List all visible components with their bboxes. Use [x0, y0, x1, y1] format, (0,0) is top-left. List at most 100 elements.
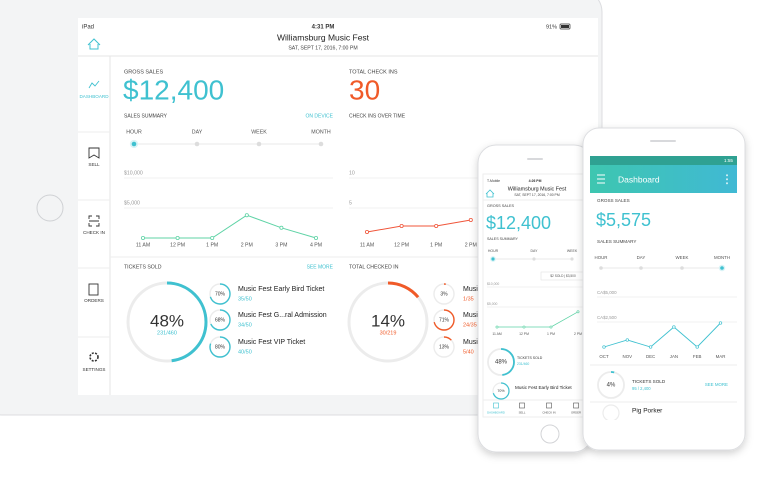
item-name: Music	[463, 339, 482, 346]
status-time: 4:31 PM	[312, 25, 335, 31]
speaker	[650, 140, 676, 142]
settings-icon	[89, 352, 99, 362]
header-title: Williamsburg Music Fest	[508, 186, 567, 192]
status-time: 4:26 PM	[529, 179, 542, 183]
item-count: 40/50	[238, 349, 252, 355]
slider-dot	[532, 257, 536, 261]
item-name: Music	[463, 286, 482, 293]
donut-arc	[487, 348, 515, 376]
point	[279, 225, 284, 230]
section-action: SEE MORE	[705, 382, 728, 387]
donut-arc	[433, 309, 455, 331]
kpi-value: 30	[349, 74, 380, 105]
donut-arc	[597, 371, 625, 399]
point	[576, 310, 580, 314]
android-screen	[590, 156, 737, 420]
donut-arc	[433, 283, 455, 305]
tab-icon	[519, 402, 525, 409]
home-button	[36, 194, 64, 222]
point	[364, 229, 369, 234]
nav-item: DASHBOARD	[79, 94, 109, 99]
status-carrier: iPad	[82, 25, 94, 31]
point	[495, 325, 499, 329]
x-tick-label: JAN	[670, 354, 678, 359]
donut-count: 95 / 2,400	[632, 386, 651, 391]
item-count: 24/35	[463, 322, 477, 328]
point	[244, 213, 249, 218]
period-tab: DAY	[637, 255, 646, 260]
x-tick-label: FEB	[693, 354, 702, 359]
nav-item: ORDERS	[84, 298, 104, 303]
donut-arc	[209, 336, 231, 358]
slider-dot	[131, 141, 137, 147]
period-tab: HOUR	[595, 255, 608, 260]
point	[468, 217, 473, 222]
home-icon	[87, 38, 101, 50]
section-title: SALES SUMMARY	[487, 237, 518, 241]
x-tick-label: 12 PM	[519, 332, 529, 336]
period-tab: HOUR	[126, 129, 142, 135]
x-tick-label: DEC	[646, 354, 655, 359]
item-name: Pig Porker	[632, 408, 663, 415]
point	[522, 325, 526, 329]
item-count: 35/50	[238, 296, 252, 302]
tablet: iPad 4:31 PM 91%Williamsburg Music FestSAT…	[0, 0, 603, 416]
slider-dot	[194, 141, 200, 147]
kpi-value: $5,575	[596, 210, 651, 230]
nav-item: SELL	[88, 162, 100, 167]
point	[434, 223, 439, 228]
section-title: TOTAL CHECKED IN	[349, 264, 399, 270]
x-tick-label: 2 PM	[241, 242, 253, 248]
x-tick-label: NOV	[623, 354, 633, 359]
kpi-label: TOTAL CHECK INS	[349, 69, 398, 75]
section-title: TICKETS SOLD	[517, 356, 543, 360]
donut-label: 3%	[440, 291, 448, 297]
tab-label: SELL	[519, 411, 526, 415]
item-name: Music Fest VIP Ticket	[238, 339, 305, 346]
section-title: CHECK INS OVER TIME	[349, 113, 406, 119]
toolbar	[590, 165, 737, 193]
section-title: TICKETS SOLD	[632, 379, 666, 384]
donut-arc	[347, 281, 429, 363]
period-tab: MONTH	[311, 129, 331, 135]
x-tick-label: 4 PM	[310, 242, 322, 248]
period-tab: DAY	[531, 249, 539, 253]
x-tick-label: 1 PM	[206, 242, 218, 248]
point	[399, 223, 404, 228]
status-carrier: T-Mobile	[487, 179, 500, 183]
x-tick-label: 11 AM	[360, 242, 374, 248]
menu-icon	[597, 174, 605, 184]
kpi-label: GROSS SALES	[124, 69, 163, 75]
donut-count: 231/460	[517, 362, 529, 366]
x-tick-label: OCT	[599, 354, 609, 359]
donut-label: 14%	[371, 311, 405, 330]
slider-dot	[256, 141, 262, 147]
section-action: SEE MORE	[307, 264, 334, 270]
donut-label: 80%	[215, 344, 226, 350]
home-button	[540, 424, 560, 444]
tab-icon	[573, 402, 579, 409]
y-tick-label: $5,000	[124, 201, 140, 207]
point	[549, 325, 553, 329]
period-tab: WEEK	[251, 129, 267, 135]
item-count: 5/40	[463, 349, 474, 355]
header-subtitle: SAT, SEPT 17, 2016, 7:00 PM	[514, 193, 559, 197]
point	[175, 235, 180, 240]
section-title: TICKETS SOLD	[124, 264, 162, 270]
nav-item: SETTINGS	[83, 367, 106, 372]
point	[672, 325, 676, 329]
y-tick-label: CA$5,000	[597, 290, 617, 295]
tab-label: ORDER	[571, 411, 581, 415]
item-count: 1/35	[463, 296, 474, 302]
donut-arc	[126, 281, 208, 363]
android: 1:55 Dashboard GROSS SALES $5,575 SALES SUMM…	[582, 127, 746, 451]
iphone-screen	[482, 173, 587, 418]
item-name: Music Fest Early Bird Ticket	[238, 286, 324, 293]
item-name: Music Fest G...ral Admission	[238, 312, 327, 319]
donut-label: 70%	[215, 291, 226, 297]
android-content: 1:55 Dashboard GROSS SALES $5,575 SALES SUMM…	[590, 156, 737, 420]
line	[603, 322, 721, 348]
